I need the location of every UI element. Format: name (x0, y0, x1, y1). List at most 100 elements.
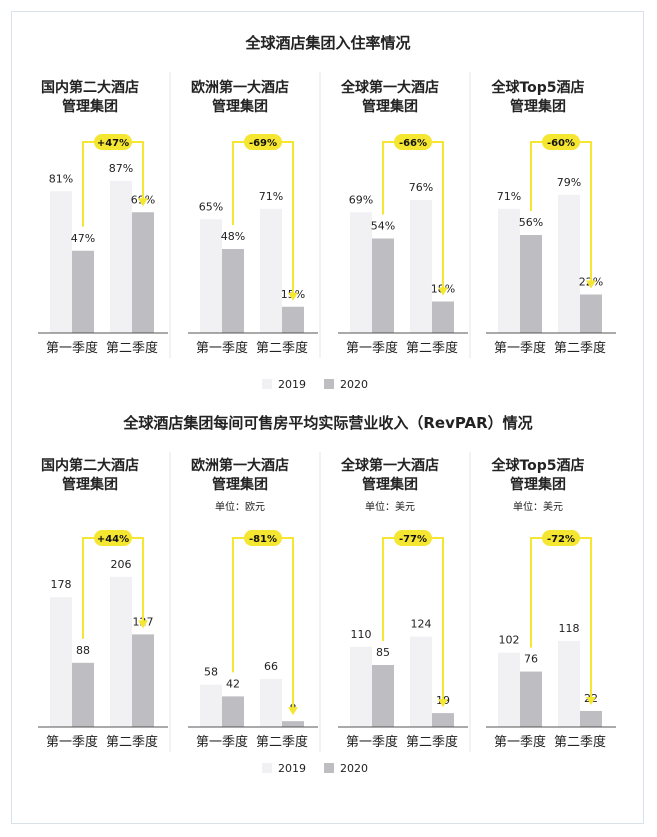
panel-name-line1: 欧洲第一大酒店 (191, 79, 289, 96)
panel-name-line2: 管理集团 (62, 476, 118, 493)
data-label-2020: 42 (226, 677, 240, 690)
panel-unit: 单位：美元 (365, 500, 415, 513)
data-label-2019: 71% (497, 190, 521, 203)
panel-name-line2: 管理集团 (510, 476, 566, 493)
bar-2020 (432, 301, 454, 333)
bar-2019 (200, 219, 222, 333)
panel-name-line1: 国内第二大酒店 (41, 457, 139, 474)
change-arrow-head (138, 620, 148, 629)
data-label-2019: 58 (204, 666, 218, 679)
data-label-2020: 85 (376, 646, 390, 659)
category-label: 第二季度 (256, 340, 308, 356)
bar-2020 (282, 721, 304, 727)
category-label: 第一季度 (346, 734, 398, 750)
change-badge-label: -60% (547, 138, 575, 149)
bar-2019 (350, 212, 372, 333)
bar-2020 (132, 634, 154, 727)
panel-name-line2: 管理集团 (510, 98, 566, 115)
data-label-2019: 66 (264, 660, 278, 673)
panel-name-line1: 全球第一大酒店 (340, 457, 439, 474)
data-label-2019: 71% (259, 190, 283, 203)
category-label: 第二季度 (256, 734, 308, 750)
bar-2020 (282, 306, 304, 333)
change-badge-label: -72% (547, 534, 575, 545)
bar-2019 (498, 652, 520, 727)
bar-2020 (520, 671, 542, 727)
change-badge-label: +44% (97, 534, 129, 545)
category-label: 第一季度 (196, 734, 248, 750)
legend-label-2020: 2020 (340, 378, 368, 391)
bar-2020 (520, 235, 542, 333)
data-label-2019: 178 (51, 578, 72, 591)
panel-name-line1: 全球Top5酒店 (490, 457, 584, 474)
change-badge-label: -66% (399, 138, 427, 149)
bar-2019 (110, 576, 132, 727)
section-title-2: 全球酒店集团每间可售房平均实际营业收入（RevPAR）情况 (122, 414, 532, 432)
legend-swatch-2019 (262, 763, 272, 773)
change-badge-label: +47% (97, 138, 129, 149)
category-label: 第二季度 (406, 734, 458, 750)
bar-2020 (72, 662, 94, 727)
bar-2020 (580, 710, 602, 727)
data-label-2019: 65% (199, 200, 223, 213)
data-label-2019: 81% (49, 172, 73, 185)
bar-2020 (72, 250, 94, 333)
data-label-2019: 124 (411, 618, 432, 631)
panel-name-line1: 欧洲第一大酒店 (191, 457, 289, 474)
bar-2020 (222, 249, 244, 333)
bar-2019 (558, 194, 580, 333)
category-label: 第一季度 (46, 734, 98, 750)
legend-label-2020: 2020 (340, 762, 368, 775)
legend-swatch-2020 (324, 379, 334, 389)
bar-2020 (580, 294, 602, 333)
change-badge (94, 134, 132, 150)
panel-name-line1: 全球第一大酒店 (340, 79, 439, 96)
bar-2019 (498, 208, 520, 333)
data-label-2020: 76 (524, 653, 538, 666)
data-label-2019: 206 (111, 558, 132, 571)
change-badge (244, 134, 282, 150)
change-badge (542, 134, 580, 150)
legend-swatch-2019 (262, 379, 272, 389)
category-label: 第二季度 (106, 734, 158, 750)
bar-2019 (50, 597, 72, 727)
data-label-2019: 79% (557, 176, 581, 189)
section-title-1: 全球酒店集团入住率情况 (244, 34, 410, 52)
category-label: 第二季度 (106, 340, 158, 356)
data-label-2020: 56% (519, 216, 543, 229)
category-label: 第二季度 (554, 340, 606, 356)
bar-2020 (372, 238, 394, 333)
bar-2019 (260, 208, 282, 333)
panel-name-line2: 管理集团 (62, 98, 118, 115)
category-label: 第二季度 (406, 340, 458, 356)
change-badge-label: -69% (249, 138, 277, 149)
bar-2020 (222, 696, 244, 727)
panel-name-line1: 全球Top5酒店 (490, 79, 584, 96)
bar-2019 (558, 640, 580, 727)
change-badge-label: -77% (399, 534, 427, 545)
change-arrow-head (438, 287, 448, 296)
bar-2020 (132, 212, 154, 333)
change-badge (394, 134, 432, 150)
category-label: 第一季度 (494, 734, 546, 750)
change-arrow-head (586, 280, 596, 289)
data-label-2019: 102 (499, 634, 520, 647)
panel-name-line2: 管理集团 (362, 98, 418, 115)
change-arrow-head (438, 699, 448, 708)
category-label: 第二季度 (554, 734, 606, 750)
panel-name-line2: 管理集团 (362, 476, 418, 493)
change-arrow-head (586, 696, 596, 705)
data-label-2019: 118 (559, 622, 580, 635)
change-badge (542, 530, 580, 546)
panel-name-line2: 管理集团 (212, 98, 268, 115)
data-label-2020: 48% (221, 230, 245, 243)
data-label-2019: 69% (349, 193, 373, 206)
change-arrow-head (138, 198, 148, 207)
change-arrow-head (288, 292, 298, 301)
data-label-2019: 76% (409, 181, 433, 194)
data-label-2019: 110 (351, 628, 372, 641)
change-badge (394, 530, 432, 546)
bar-2019 (50, 191, 72, 333)
bar-2019 (350, 646, 372, 727)
